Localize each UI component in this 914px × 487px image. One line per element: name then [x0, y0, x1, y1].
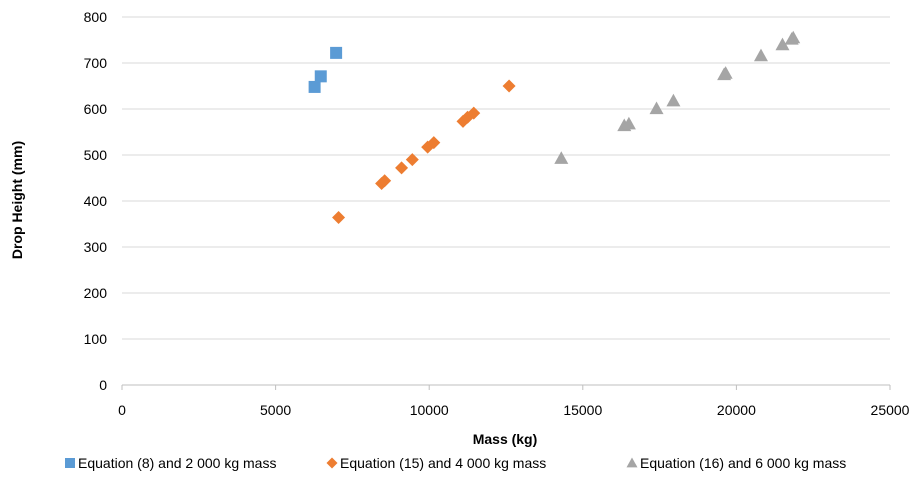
data-points — [308, 30, 801, 225]
square-marker — [314, 70, 327, 83]
y-tick-label: 600 — [84, 101, 108, 117]
axes — [121, 384, 891, 390]
legend-item: Equation (16) and 6 000 kg mass — [626, 455, 846, 471]
triangle-marker — [786, 30, 801, 44]
diamond-marker — [427, 136, 441, 150]
triangle-marker — [775, 37, 790, 51]
gridlines — [122, 16, 890, 340]
y-tick-labels: 0 100 200 300 400 500 600 700 800 — [84, 9, 108, 393]
x-tick-label: 15000 — [563, 402, 602, 418]
legend-diamond-icon — [326, 457, 338, 469]
diamond-marker — [502, 79, 516, 93]
y-tick-label: 100 — [84, 331, 108, 347]
legend-label: Equation (15) and 4 000 kg mass — [340, 455, 546, 471]
x-tick-label: 0 — [118, 402, 126, 418]
y-axis-title: Drop Height (mm) — [9, 141, 25, 259]
y-tick-label: 400 — [84, 193, 108, 209]
legend-square-icon — [65, 458, 75, 468]
triangle-marker — [666, 93, 681, 107]
y-tick-label: 300 — [84, 239, 108, 255]
x-tick-label: 10000 — [410, 402, 449, 418]
series-3 — [554, 30, 801, 164]
legend-item: Equation (15) and 4 000 kg mass — [326, 455, 546, 471]
legend: Equation (8) and 2 000 kg mass Equation (… — [65, 455, 846, 471]
diamond-marker — [395, 161, 409, 175]
diamond-marker — [405, 153, 419, 167]
x-tick-label: 25000 — [871, 402, 910, 418]
triangle-marker — [753, 48, 768, 62]
y-tick-label: 0 — [99, 377, 107, 393]
x-tick-labels: 0 5000 10000 15000 20000 25000 — [118, 402, 910, 418]
y-tick-label: 200 — [84, 285, 108, 301]
legend-label: Equation (8) and 2 000 kg mass — [78, 455, 276, 471]
legend-label: Equation (16) and 6 000 kg mass — [640, 455, 846, 471]
y-tick-label: 500 — [84, 147, 108, 163]
triangle-marker — [718, 66, 733, 79]
square-marker — [330, 46, 343, 59]
diamond-marker — [378, 174, 392, 188]
legend-triangle-icon — [626, 457, 638, 468]
diamond-marker — [467, 106, 481, 120]
triangle-marker — [649, 101, 664, 115]
series-2 — [332, 79, 516, 225]
triangle-marker — [554, 151, 569, 164]
y-tick-label: 700 — [84, 55, 108, 71]
square-marker — [308, 80, 321, 93]
x-tick-label: 5000 — [260, 402, 291, 418]
x-axis-title: Mass (kg) — [473, 431, 538, 447]
x-tick-label: 20000 — [717, 402, 756, 418]
legend-item: Equation (8) and 2 000 kg mass — [65, 455, 276, 471]
series-1 — [308, 46, 343, 93]
triangle-marker — [621, 116, 636, 130]
diamond-marker — [332, 211, 346, 225]
y-tick-label: 800 — [84, 9, 108, 25]
